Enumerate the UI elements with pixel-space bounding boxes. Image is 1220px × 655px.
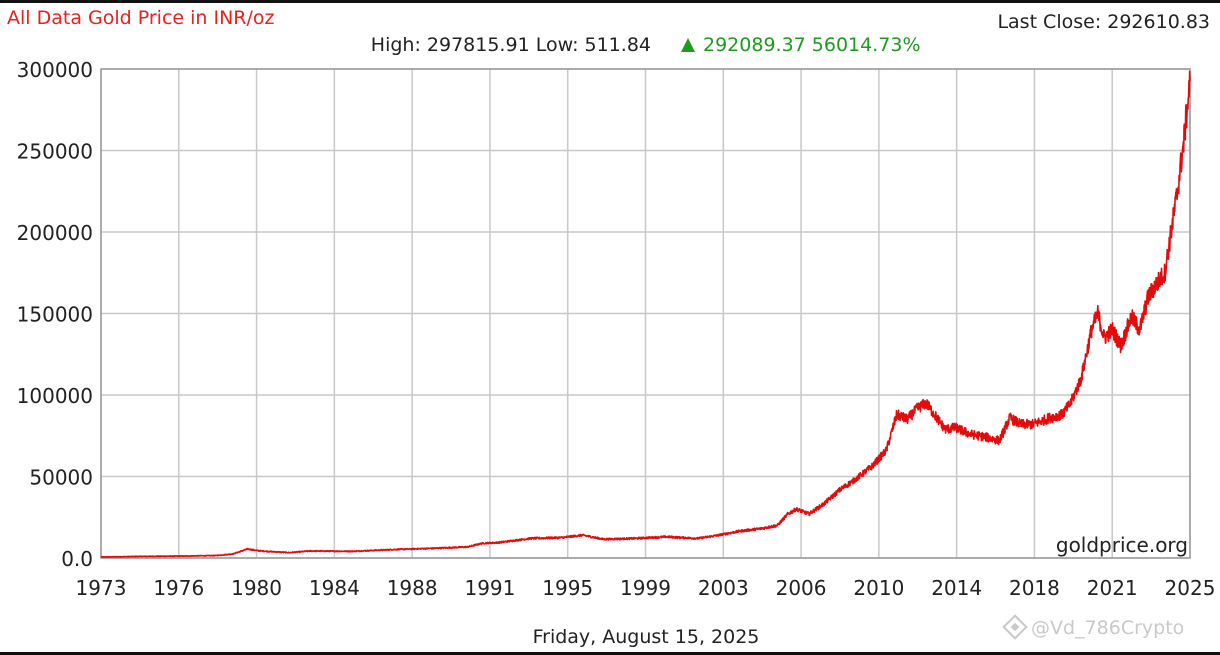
y-tick-label: 100000	[17, 384, 93, 408]
x-tick-label: 1976	[153, 576, 204, 600]
y-tick-label: 250000	[17, 140, 93, 164]
x-tick-label: 2014	[931, 576, 982, 600]
x-tick-label: 1984	[309, 576, 360, 600]
y-tick-label: 50000	[29, 466, 93, 490]
x-tick-label: 1999	[620, 576, 671, 600]
y-tick-label: 0.0	[61, 547, 93, 571]
top-border	[0, 0, 1220, 3]
x-tick-label: 1995	[542, 576, 593, 600]
change-up-icon	[681, 38, 695, 52]
watermark-logo-icon	[1002, 614, 1028, 640]
x-tick-label: 1988	[387, 576, 438, 600]
series-line-gold-price	[100, 70, 1191, 558]
y-axis-ticks: 0.0 50000 100000 150000 200000 250000 300000	[17, 58, 93, 571]
y-tick-label: 200000	[17, 221, 93, 245]
x-tick-label: 2021	[1087, 576, 1138, 600]
change-value: 292089.37 56014.73%	[703, 34, 921, 56]
plot-frame	[100, 68, 1191, 559]
x-tick-label: 2018	[1009, 576, 1060, 600]
high-low-stats: High: 297815.91 Low: 511.84	[371, 34, 651, 56]
x-tick-label: 1991	[464, 576, 515, 600]
x-tick-label: 2006	[776, 576, 827, 600]
x-axis-ticks: 1973 1976 1980 1984 1988 1991 1995 1999 2003 2006…	[76, 576, 1216, 600]
grid-layer	[100, 68, 1191, 559]
brand-label: goldprice.org	[1056, 533, 1188, 557]
watermark-text: @Vd_786Crypto	[1031, 617, 1184, 639]
bottom-border	[0, 652, 1220, 655]
x-tick-label: 2025	[1165, 576, 1216, 600]
last-close-label: Last Close: 292610.83	[997, 11, 1210, 33]
x-tick-label: 2003	[698, 576, 749, 600]
x-tick-label: 1980	[231, 576, 282, 600]
x-tick-label: 1973	[76, 576, 127, 600]
chart-title: All Data Gold Price in INR/oz	[7, 7, 275, 29]
date-label: Friday, August 15, 2025	[533, 626, 760, 648]
y-tick-label: 150000	[17, 303, 93, 327]
x-tick-label: 2010	[853, 576, 904, 600]
y-tick-label: 300000	[17, 58, 93, 82]
watermark: @Vd_786Crypto	[1002, 614, 1184, 640]
